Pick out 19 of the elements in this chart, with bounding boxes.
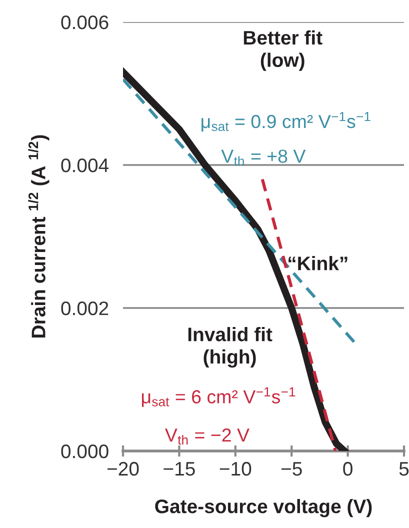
y-tick-label: 0.006 [61,15,108,30]
annotation: Invalid fit (high) [188,327,272,368]
annotation: V$_{th}$ = +8 V [221,150,306,166]
annotation: “Kink” [288,256,348,270]
annotation: μ$_{sat}$ = 6 cm² V$^{−1}$s$^{−1}$ [142,387,296,407]
annotation: V$_{th}$ = −2 V [165,428,250,445]
x-axis-title: Gate-source voltage (V) [155,498,372,518]
annotation: μ$_{sat}$ = 0.9 cm² V$^{−1}$s$^{−1}$ [202,112,370,132]
y-tick-label: 0.002 [61,301,108,316]
annotation: Better fit (low) [244,30,322,71]
x-tick-label: −15 [164,462,195,476]
x-tick-label: 0 [343,462,352,476]
y-tick-label: 0.000 [61,444,108,458]
x-tick-label: −10 [220,462,252,476]
x-tick-label: −5 [281,462,302,476]
y-tick-label: 0.004 [61,158,109,172]
x-tick-label: −20 [107,462,139,476]
x-tick-label: 5 [399,462,409,476]
y-axis-title: Drain current $^{1/2}$ (A $^{1/2}$) [28,135,50,338]
